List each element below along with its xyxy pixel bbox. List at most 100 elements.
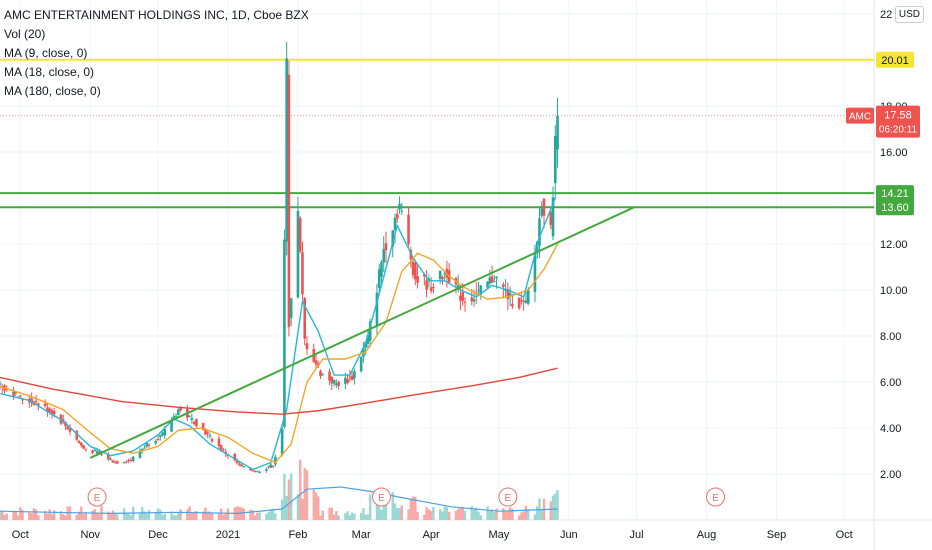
candle-body — [321, 373, 325, 375]
volume-bar — [459, 508, 462, 520]
x-tick-label: May — [488, 529, 509, 541]
volume-bar — [179, 509, 182, 520]
candle-body — [344, 377, 347, 384]
candle-body — [353, 371, 356, 379]
candle-body — [217, 438, 221, 447]
currency-button[interactable]: USD — [894, 6, 924, 23]
candle-body — [52, 410, 56, 415]
candle-body — [274, 456, 277, 465]
volume-bar — [0, 511, 2, 520]
volume-bar — [280, 499, 284, 520]
volume-bar — [368, 494, 372, 520]
candle-body — [170, 421, 173, 432]
volume-bar — [346, 511, 349, 520]
candle-body — [251, 470, 255, 472]
candle-body — [116, 461, 119, 464]
volume-bar — [407, 509, 410, 520]
candle-body — [222, 449, 225, 451]
candle-body — [538, 218, 541, 246]
candle-body — [43, 403, 47, 407]
volume-bar — [319, 515, 322, 520]
candle-body — [111, 460, 115, 463]
candle-body — [332, 379, 336, 384]
volume-bar — [517, 515, 521, 520]
volume-bar — [28, 511, 31, 520]
candle-body — [283, 239, 286, 427]
candle-body — [526, 289, 530, 304]
candle-body — [289, 298, 293, 318]
candle-body — [493, 281, 496, 283]
volume-bar — [192, 511, 196, 520]
candle-body — [21, 399, 24, 401]
candle-body — [19, 395, 22, 397]
candle-body — [398, 204, 401, 210]
candle-body — [34, 400, 38, 403]
volume-bar — [122, 508, 126, 520]
volume-bar — [382, 498, 385, 520]
legend-indicator-ma9[interactable]: MA (9, close, 0) — [4, 46, 88, 60]
volume-bar — [206, 511, 209, 520]
volume-ma-line — [0, 486, 558, 515]
candle-body — [429, 287, 433, 292]
level-badge — [876, 51, 914, 68]
legend-indicator-ma18[interactable]: MA (18, close, 0) — [4, 65, 95, 79]
candle-body — [265, 469, 268, 471]
candle-body — [163, 429, 167, 436]
volume-bar — [556, 490, 559, 520]
candle-body — [335, 383, 338, 386]
current-price-value: 17.58 — [884, 110, 912, 122]
volume-bar — [59, 511, 63, 520]
legend-title[interactable]: AMC ENTERTAINMENT HOLDINGS INC, 1D, Cboe… — [4, 8, 309, 22]
volume-bar — [93, 509, 97, 520]
candle-body — [346, 379, 349, 383]
volume-bar — [163, 513, 166, 520]
earnings-marker — [371, 487, 391, 507]
legend-indicator-volume[interactable]: Vol (20) — [4, 27, 46, 41]
candle-body — [380, 262, 383, 277]
x-tick-label: Jun — [560, 529, 578, 541]
legend-indicator-ma180[interactable]: MA (180, close, 0) — [4, 84, 101, 98]
earnings-marker — [498, 487, 518, 507]
volume-bar — [490, 509, 494, 520]
volume-bar — [75, 514, 78, 520]
price-axis[interactable]: 2.004.006.008.0010.0012.0014.0016.0018.0… — [880, 9, 908, 481]
candle-body — [298, 218, 302, 252]
candle-body — [287, 74, 291, 327]
candle-body — [443, 273, 446, 275]
volume-bar — [454, 511, 458, 520]
volume-bar — [409, 499, 413, 520]
volume-bar — [330, 507, 334, 520]
candle-body — [508, 293, 512, 297]
volume-bar — [208, 511, 212, 520]
volume-bar — [427, 509, 431, 520]
volume-bar — [364, 514, 367, 520]
candle-body — [425, 280, 428, 290]
candle-body — [201, 423, 205, 430]
candle-body — [179, 407, 182, 411]
volume-bar — [508, 507, 512, 520]
volume-bar — [400, 505, 403, 520]
candle-body — [296, 211, 300, 298]
candle-body — [414, 262, 417, 280]
volume-bar — [495, 508, 498, 520]
volume-bar — [479, 515, 482, 520]
volume-bar — [289, 473, 293, 520]
volume-bar — [285, 495, 288, 520]
candle-body — [432, 286, 435, 288]
candle-body — [145, 442, 149, 447]
candle-body — [109, 459, 112, 461]
volume-bar — [414, 496, 417, 520]
volume-bar — [328, 507, 331, 520]
candle-body — [267, 466, 270, 468]
candle-body — [391, 230, 395, 247]
time-axis[interactable]: Oct Nov Dec 2021 Feb Mar Apr May Jun Jul Aug Sep Oct — [12, 529, 853, 541]
candle-body — [258, 471, 261, 473]
volume-bar — [21, 510, 24, 520]
volume-bar — [240, 507, 243, 520]
trendline-group — [89, 206, 635, 459]
candle-body — [364, 341, 367, 348]
x-tick-label: Dec — [148, 529, 168, 541]
volume-bar — [536, 506, 539, 520]
volume-bar — [111, 510, 115, 520]
